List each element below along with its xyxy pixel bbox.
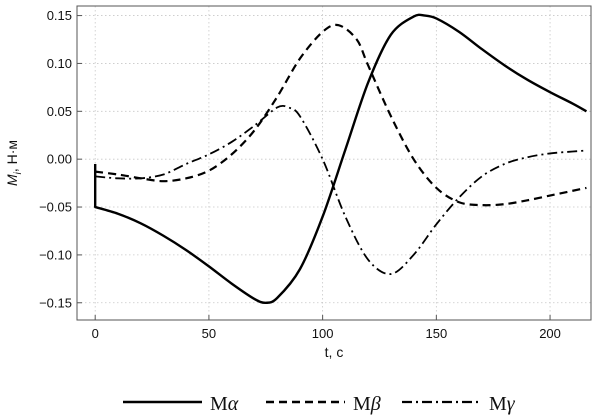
legend-item-m-alpha: Mα <box>123 393 239 415</box>
x-axis-ticks: 0 50 100 150 200 <box>92 315 561 341</box>
legend-item-m-gamma: Mγ <box>402 393 516 415</box>
legend-label-m-gamma: Mγ <box>489 393 516 415</box>
y-tick-label: 0.00 <box>47 152 72 167</box>
y-tick-label: 0.10 <box>47 56 72 71</box>
series-layer <box>93 13 588 304</box>
y-axis-label-rest: , Н·м <box>4 140 20 172</box>
legend-label-m-alpha-main: M <box>210 393 228 415</box>
series-line-m-gamma <box>95 104 587 275</box>
legend-label-m-alpha-greek: α <box>228 393 239 415</box>
y-tick-label: 0.05 <box>47 104 72 119</box>
x-tick-label: 100 <box>312 326 334 341</box>
y-tick-label: 0.15 <box>47 8 72 23</box>
series-line-m-alpha <box>93 13 588 304</box>
legend-label-m-gamma-greek: γ <box>507 393 516 415</box>
legend-label-m-beta-main: M <box>353 393 371 415</box>
legend-label-m-beta-greek: β <box>370 393 381 415</box>
x-tick-label: 200 <box>539 326 561 341</box>
y-axis-label: Mi, Н·м <box>4 140 24 186</box>
x-tick-label: 150 <box>425 326 447 341</box>
y-tick-label: −0.05 <box>39 200 72 215</box>
y-axis-label-main: M <box>4 174 20 186</box>
plot-frame <box>76 5 592 321</box>
y-axis-label-sub: i <box>13 171 24 174</box>
legend-label-m-alpha: Mα <box>210 393 239 415</box>
legend-label-m-beta: Mβ <box>353 393 381 415</box>
y-axis-ticks: −0.15 −0.10 −0.05 0.00 0.05 0.10 0.15 <box>39 8 82 310</box>
series-line-m-beta <box>95 23 587 207</box>
x-tick-label: 0 <box>92 326 99 341</box>
legend-label-m-gamma-main: M <box>489 393 507 415</box>
x-axis-label: t, c <box>325 344 344 360</box>
y-tick-label: −0.10 <box>39 247 72 262</box>
y-tick-label: −0.15 <box>39 295 72 310</box>
legend-item-m-beta: Mβ <box>266 393 381 415</box>
grid-layer <box>77 6 591 320</box>
x-tick-label: 50 <box>202 326 216 341</box>
legend: Mα Mβ Mγ <box>123 393 516 415</box>
